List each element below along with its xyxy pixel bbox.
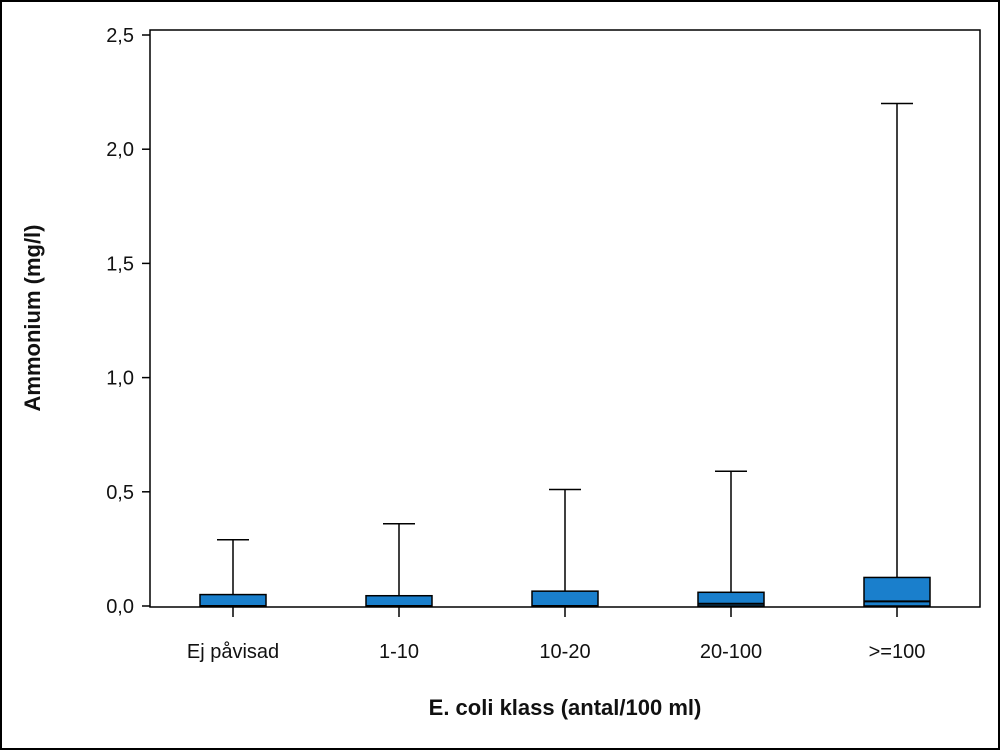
y-tick-label: 1,0 (106, 368, 134, 390)
box-item (697, 470, 765, 607)
box-item (199, 539, 267, 607)
y-tick-label: 2,5 (106, 25, 134, 47)
x-tick-label: Ej påvisad (187, 641, 279, 663)
box-body (697, 591, 765, 607)
x-tick-label: >=100 (869, 641, 926, 663)
box-body (199, 593, 267, 607)
x-tick-label: 20-100 (700, 641, 762, 663)
box-item (531, 488, 599, 607)
boxes-group (199, 102, 931, 607)
box-body (531, 590, 599, 607)
box-item (863, 102, 931, 607)
y-tick-label: 2,0 (106, 139, 134, 161)
x-tick-label: 10-20 (539, 641, 590, 663)
y-axis: 0,0 0,5 1,0 1,5 2,0 2,5 (106, 25, 150, 618)
box-body (365, 594, 433, 607)
x-tick-label: 1-10 (379, 641, 419, 663)
x-axis: Ej påvisad 1-10 10-20 20-100 >=100 (187, 607, 926, 663)
y-axis-title: Ammonium (mg/l) (20, 225, 45, 412)
y-tick-label: 1,5 (106, 253, 134, 275)
y-tick-label: 0,0 (106, 596, 134, 618)
y-tick-label: 0,5 (106, 482, 134, 504)
box-item (365, 523, 433, 607)
x-axis-title: E. coli klass (antal/100 ml) (429, 695, 702, 720)
